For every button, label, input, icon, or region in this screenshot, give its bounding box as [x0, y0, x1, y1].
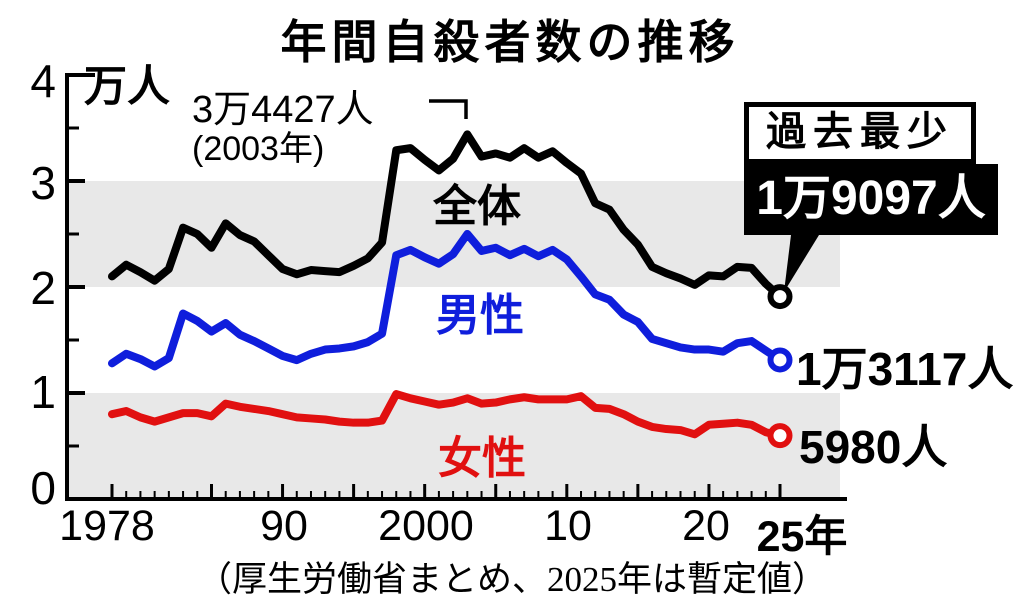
- series-label-male: 男性: [436, 291, 524, 340]
- chart-title: 年間自殺者数の推移: [280, 16, 740, 68]
- y-axis-unit-label: 万人: [84, 63, 170, 111]
- x-axis-label-1990: 90: [260, 502, 308, 550]
- series-label-total: 全体: [433, 182, 521, 231]
- x-axis-label-1978: 1978: [59, 502, 155, 550]
- peak-year-annotation: (2003年): [192, 130, 325, 168]
- y-axis-tick-label-1: 1: [30, 366, 56, 418]
- y-axis-tick-label-3: 3: [30, 157, 56, 209]
- record-low-title: 過去最少: [766, 109, 954, 154]
- y-axis-tick-label-4: 4: [30, 55, 56, 107]
- series-label-female: 女性: [438, 434, 526, 483]
- peak-value-annotation: 3万4427人: [192, 89, 374, 131]
- y-axis-tick-label-0: 0: [30, 462, 56, 514]
- x-axis-label-2000: 2000: [378, 502, 474, 550]
- x-axis-label-2010: 10: [544, 502, 592, 550]
- source-note: （厚生労働省まとめ、2025年は暫定値）: [196, 560, 828, 599]
- record-low-value: 1万9097人: [744, 164, 998, 235]
- male-end-value-label: 1万3117人: [796, 343, 1014, 395]
- y-axis-tick-label-2: 2: [30, 262, 56, 314]
- female-end-value-label: 5980人: [799, 421, 948, 473]
- record-low-callout-box: 過去最少: [744, 102, 976, 164]
- x-axis-label-2025: 25年: [756, 513, 848, 561]
- x-axis-label-2020: 20: [682, 502, 730, 550]
